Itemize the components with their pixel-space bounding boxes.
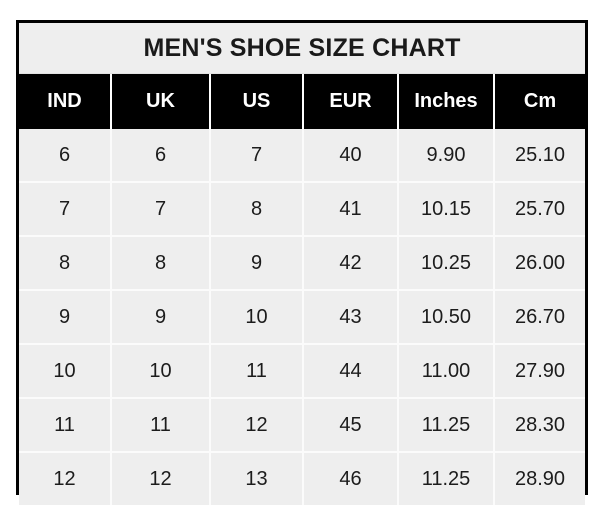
cell-cm: 28.30 (494, 398, 585, 453)
cell-uk: 8 (111, 236, 211, 291)
column-header-inches: Inches (398, 74, 495, 129)
cell-inches: 11.00 (398, 344, 495, 399)
table-row: 7 7 8 41 10.15 25.70 (19, 182, 585, 237)
cell-inches: 10.25 (398, 236, 495, 291)
cell-us: 11 (210, 344, 304, 399)
cell-ind: 10 (19, 344, 112, 399)
cell-us: 10 (210, 290, 304, 345)
table-row: 9 9 10 43 10.50 26.70 (19, 290, 585, 345)
cell-us: 13 (210, 452, 304, 505)
cell-eur: 43 (303, 290, 399, 345)
cell-us: 12 (210, 398, 304, 453)
chart-title: MEN'S SHOE SIZE CHART (19, 23, 585, 74)
cell-inches: 10.50 (398, 290, 495, 345)
cell-ind: 8 (19, 236, 112, 291)
cell-eur: 44 (303, 344, 399, 399)
column-header-uk: UK (111, 74, 211, 129)
header-row: IND UK US EUR Inches Cm (19, 74, 585, 129)
cell-eur: 40 (303, 129, 399, 183)
table-header: IND UK US EUR Inches Cm (19, 74, 585, 129)
cell-us: 8 (210, 182, 304, 237)
cell-us: 9 (210, 236, 304, 291)
cell-inches: 11.25 (398, 452, 495, 505)
cell-eur: 45 (303, 398, 399, 453)
column-header-cm: Cm (494, 74, 585, 129)
column-header-ind: IND (19, 74, 112, 129)
column-header-us: US (210, 74, 304, 129)
cell-ind: 7 (19, 182, 112, 237)
cell-uk: 10 (111, 344, 211, 399)
size-chart-table: IND UK US EUR Inches Cm 6 6 7 40 9.90 25… (19, 74, 585, 505)
cell-eur: 42 (303, 236, 399, 291)
shoe-size-chart: MEN'S SHOE SIZE CHART IND UK US EUR Inch… (16, 20, 588, 505)
table-row: 11 11 12 45 11.25 28.30 (19, 398, 585, 453)
cell-cm: 28.90 (494, 452, 585, 505)
cell-inches: 10.15 (398, 182, 495, 237)
table-row: 6 6 7 40 9.90 25.10 (19, 129, 585, 183)
cell-ind: 11 (19, 398, 112, 453)
column-header-eur: EUR (303, 74, 399, 129)
cell-cm: 25.10 (494, 129, 585, 183)
cell-uk: 9 (111, 290, 211, 345)
table-body: 6 6 7 40 9.90 25.10 7 7 8 41 10.15 25.70… (19, 129, 585, 505)
cell-inches: 9.90 (398, 129, 495, 183)
cell-uk: 11 (111, 398, 211, 453)
table-row: 12 12 13 46 11.25 28.90 (19, 452, 585, 505)
cell-uk: 6 (111, 129, 211, 183)
cell-us: 7 (210, 129, 304, 183)
cell-ind: 12 (19, 452, 112, 505)
table-row: 8 8 9 42 10.25 26.00 (19, 236, 585, 291)
cell-eur: 41 (303, 182, 399, 237)
cell-cm: 26.00 (494, 236, 585, 291)
cell-ind: 9 (19, 290, 112, 345)
cell-cm: 26.70 (494, 290, 585, 345)
cell-uk: 7 (111, 182, 211, 237)
cell-inches: 11.25 (398, 398, 495, 453)
cell-eur: 46 (303, 452, 399, 505)
cell-ind: 6 (19, 129, 112, 183)
cell-cm: 27.90 (494, 344, 585, 399)
cell-cm: 25.70 (494, 182, 585, 237)
table-row: 10 10 11 44 11.00 27.90 (19, 344, 585, 399)
cell-uk: 12 (111, 452, 211, 505)
